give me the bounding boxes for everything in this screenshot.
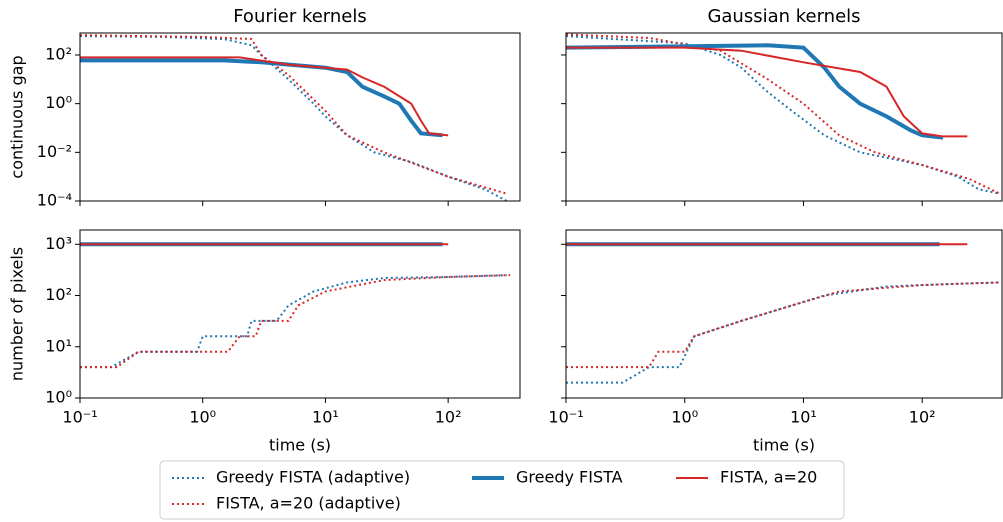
axes-frame bbox=[565, 32, 1003, 202]
axes-title: Fourier kernels bbox=[233, 6, 367, 27]
x-tick-label: 10⁻¹ bbox=[62, 408, 97, 427]
x-tick-label: 10² bbox=[435, 408, 462, 427]
axes-frame bbox=[79, 32, 521, 202]
y-tick-label: 10¹ bbox=[45, 336, 72, 355]
y-tick-label: 10⁰ bbox=[45, 93, 72, 112]
legend-label: Greedy FISTA bbox=[516, 468, 623, 487]
y-tick-label: 10⁻⁴ bbox=[37, 191, 72, 210]
x-axis-label: time (s) bbox=[269, 436, 331, 455]
x-axis-label: time (s) bbox=[753, 436, 815, 455]
series-line bbox=[80, 56, 449, 137]
x-tick-label: 10¹ bbox=[790, 408, 817, 427]
x-tick-label: 10¹ bbox=[312, 408, 339, 427]
x-tick-label: 10⁰ bbox=[189, 408, 216, 427]
series-line bbox=[566, 281, 1000, 369]
series-line bbox=[566, 43, 944, 140]
x-tick-label: 10⁰ bbox=[671, 408, 698, 427]
y-axis-label: continuous gap bbox=[8, 55, 27, 178]
axes-frame bbox=[79, 229, 521, 399]
y-tick-label: 10⁻² bbox=[37, 142, 72, 161]
legend-label: FISTA, a=20 (adaptive) bbox=[216, 494, 401, 513]
x-tick-label: 10⁻¹ bbox=[548, 408, 583, 427]
y-tick-label: 10² bbox=[45, 44, 72, 63]
y-tick-label: 10² bbox=[45, 285, 72, 304]
series-line bbox=[80, 35, 508, 201]
x-tick-label: 10² bbox=[909, 408, 936, 427]
legend-box bbox=[159, 460, 845, 520]
axes-title: Gaussian kernels bbox=[707, 6, 860, 27]
legend-label: FISTA, a=20 bbox=[720, 468, 817, 487]
y-tick-label: 10⁰ bbox=[45, 388, 72, 407]
legend-label: Greedy FISTA (adaptive) bbox=[216, 468, 410, 487]
series-line bbox=[566, 35, 1000, 195]
y-tick-label: 10³ bbox=[45, 234, 72, 253]
series-line bbox=[80, 58, 443, 138]
series-line bbox=[80, 274, 507, 369]
axes-frame bbox=[565, 229, 1003, 399]
series-line bbox=[566, 46, 968, 138]
series-line bbox=[566, 33, 1001, 195]
y-axis-label: number of pixels bbox=[8, 247, 27, 381]
series-line bbox=[80, 274, 511, 369]
